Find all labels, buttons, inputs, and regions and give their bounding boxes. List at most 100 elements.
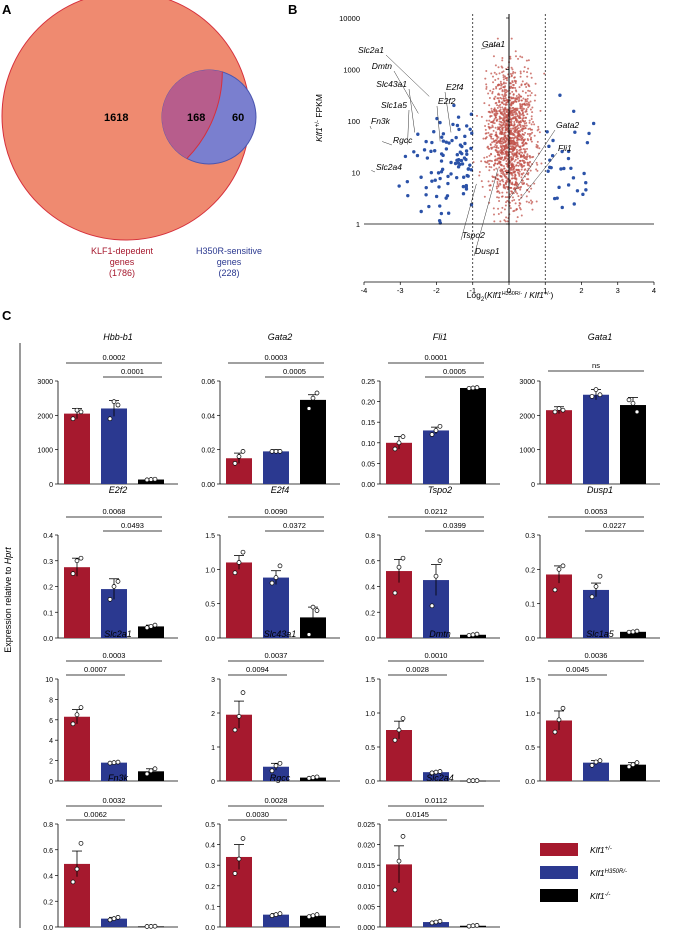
- scatter-point: [516, 114, 519, 117]
- scatter-point: [522, 114, 525, 117]
- scatter-point: [509, 87, 512, 90]
- scatter-point: [503, 112, 506, 115]
- scatter-point: [506, 157, 509, 160]
- scatter-point: [478, 170, 481, 173]
- scatter-point: [514, 86, 517, 89]
- bar-subplot-title: E2f2: [109, 485, 128, 495]
- scatter-point: [526, 155, 529, 158]
- scatter-point: [522, 70, 525, 73]
- scatter-point: [511, 199, 514, 202]
- scatter-x-tick-label: 0: [507, 286, 511, 295]
- scatter-point: [500, 140, 503, 143]
- scatter-point-highlight: [550, 154, 555, 158]
- scatter-point: [520, 193, 523, 196]
- bar-y-tick-label: 0.4: [365, 585, 375, 592]
- bar: [620, 631, 646, 638]
- scatter-point: [533, 134, 536, 137]
- bar: [583, 762, 609, 781]
- venn-right-label-2: genes: [217, 257, 242, 267]
- scatter-gene-label: Slc1a5: [381, 100, 407, 110]
- scatter-point: [497, 190, 500, 193]
- scatter-point: [527, 106, 530, 109]
- scatter-y-tick-label: 1000: [343, 66, 360, 75]
- scatter-point: [528, 134, 531, 137]
- scatter-point: [486, 160, 489, 163]
- scatter-point: [498, 141, 501, 144]
- bar-y-tick-label: 0.025: [357, 822, 375, 829]
- bar-data-point: [306, 406, 312, 411]
- scatter-point: [523, 168, 526, 171]
- scatter-point: [519, 70, 522, 73]
- bar-y-tick-label: 0.00: [201, 482, 215, 489]
- bar-y-tick-label: 1000: [519, 448, 535, 455]
- bar-significance-label: 0.0493: [121, 521, 144, 530]
- bar-data-point: [269, 580, 275, 586]
- bar-y-tick-label: 0.2: [525, 567, 535, 574]
- scatter-point: [505, 157, 508, 160]
- scatter-point: [531, 106, 534, 109]
- scatter-point: [490, 153, 493, 156]
- scatter-point: [500, 211, 503, 214]
- bar-data-point: [552, 409, 558, 415]
- scatter-point: [509, 55, 512, 58]
- bar-y-tick-label: 0.00: [361, 482, 375, 489]
- bar-data-point: [148, 624, 154, 629]
- scatter-point: [488, 154, 491, 157]
- bar-data-point: [111, 399, 117, 404]
- scatter-point: [500, 148, 503, 151]
- scatter-point: [503, 99, 506, 102]
- bar-y-tick-label: 0.015: [357, 863, 375, 870]
- scatter-point: [505, 124, 508, 127]
- scatter-point-highlight: [458, 150, 463, 154]
- bar-data-point: [429, 920, 435, 926]
- bar-y-tick-label: 0.0: [205, 636, 215, 643]
- scatter-gene-leader: [385, 54, 430, 97]
- scatter-point: [526, 97, 529, 100]
- scatter-point: [511, 109, 514, 112]
- scatter-point: [537, 128, 540, 131]
- scatter-point-highlight: [453, 161, 458, 166]
- scatter-point: [519, 95, 522, 98]
- scatter-point: [494, 126, 497, 129]
- scatter-point: [499, 144, 502, 147]
- scatter-point: [489, 143, 492, 146]
- bar-data-point: [277, 449, 283, 454]
- bar-data-point: [152, 476, 158, 482]
- scatter-point-highlight: [441, 139, 446, 143]
- scatter-point: [494, 143, 497, 146]
- scatter-point: [504, 170, 507, 173]
- scatter-point: [502, 173, 505, 176]
- scatter-point: [512, 100, 515, 103]
- scatter-point-highlight: [454, 175, 459, 180]
- scatter-point-highlight: [444, 147, 449, 151]
- bar-significance-label: 0.0037: [265, 651, 288, 660]
- bar-data-point: [111, 584, 117, 589]
- bar: [386, 442, 412, 484]
- scatter-point-highlight: [463, 134, 467, 139]
- scatter-gene-labels: Gata1 Slc2a1 Dmtn Slc43a1 E2f4 E2f2 Slc1a5 Fn3k…: [358, 39, 579, 257]
- scatter-point: [495, 110, 498, 113]
- scatter-point: [516, 107, 519, 110]
- scatter-point-highlight: [582, 171, 586, 176]
- scatter-point: [523, 83, 526, 86]
- bar-y-tick-label: 1.5: [205, 533, 215, 540]
- scatter-point: [522, 139, 525, 142]
- bar-data-point: [392, 446, 398, 452]
- scatter-point-highlight: [449, 160, 453, 165]
- scatter-point: [487, 92, 490, 95]
- bar-data-point: [437, 769, 443, 774]
- bar-y-tick-label: 0.0: [205, 925, 215, 932]
- scatter-gene-leader: [393, 70, 419, 114]
- bar-y-tick-label: 0.8: [43, 822, 53, 829]
- scatter-point: [480, 160, 483, 163]
- scatter-point: [527, 178, 530, 181]
- scatter-point: [518, 173, 521, 176]
- scatter-point: [521, 117, 524, 120]
- scatter-point: [509, 207, 512, 210]
- scatter-point: [520, 168, 523, 171]
- scatter-point: [498, 154, 501, 157]
- scatter-point: [509, 127, 512, 130]
- scatter-point: [519, 188, 522, 191]
- scatter-point: [532, 155, 535, 158]
- scatter-point: [521, 90, 524, 93]
